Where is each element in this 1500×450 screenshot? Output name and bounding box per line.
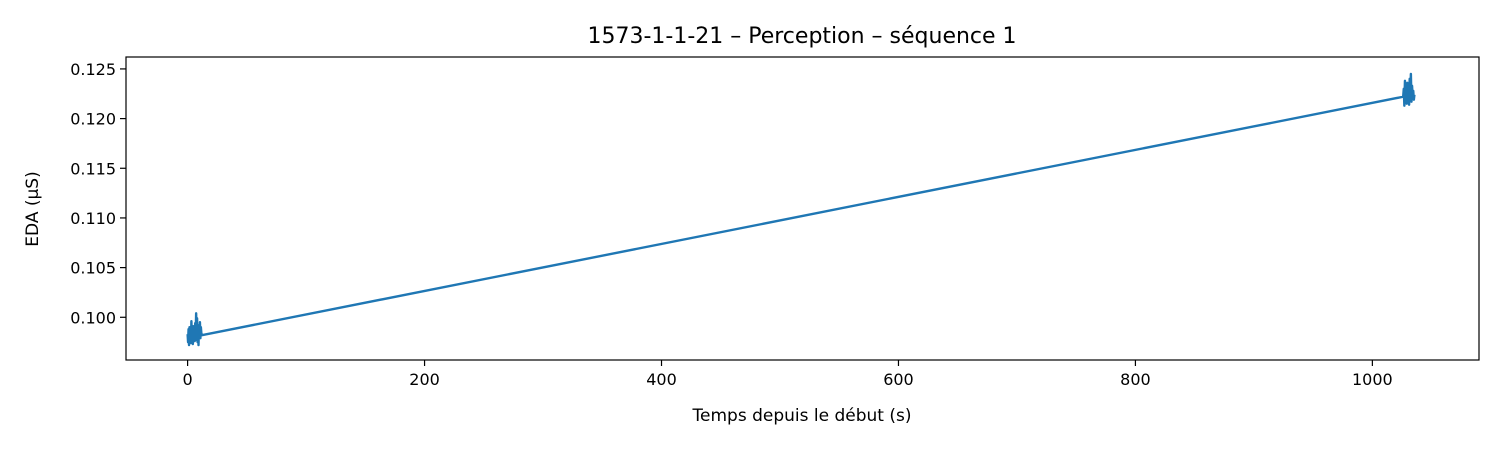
y-tick-label: 0.105: [70, 259, 116, 278]
plot-series: [186, 72, 1416, 347]
y-tick-label: 0.120: [70, 110, 116, 129]
y-tick-label: 0.100: [70, 308, 116, 327]
x-tick-label: 200: [409, 370, 440, 389]
series-line-1: [186, 72, 1416, 347]
y-tick-label: 0.125: [70, 60, 116, 79]
chart-title: 1573-1-1-21 – Perception – séquence 1: [587, 24, 1016, 49]
x-tick-label: 1000: [1352, 370, 1393, 389]
x-axis: 0 200 400 600 800 1000: [183, 360, 1393, 389]
x-tick-label: 400: [646, 370, 677, 389]
y-axis: 0.100 0.105 0.110 0.115 0.120 0.125: [70, 60, 126, 327]
y-tick-label: 0.110: [70, 209, 116, 228]
x-tick-label: 600: [883, 370, 914, 389]
y-tick-label: 0.115: [70, 159, 116, 178]
x-tick-label: 800: [1120, 370, 1151, 389]
y-axis-label: EDA (µS): [23, 171, 43, 246]
x-axis-label: Temps depuis le début (s): [692, 406, 912, 426]
x-tick-label: 0: [183, 370, 193, 389]
plot-frame: [125, 56, 1480, 361]
